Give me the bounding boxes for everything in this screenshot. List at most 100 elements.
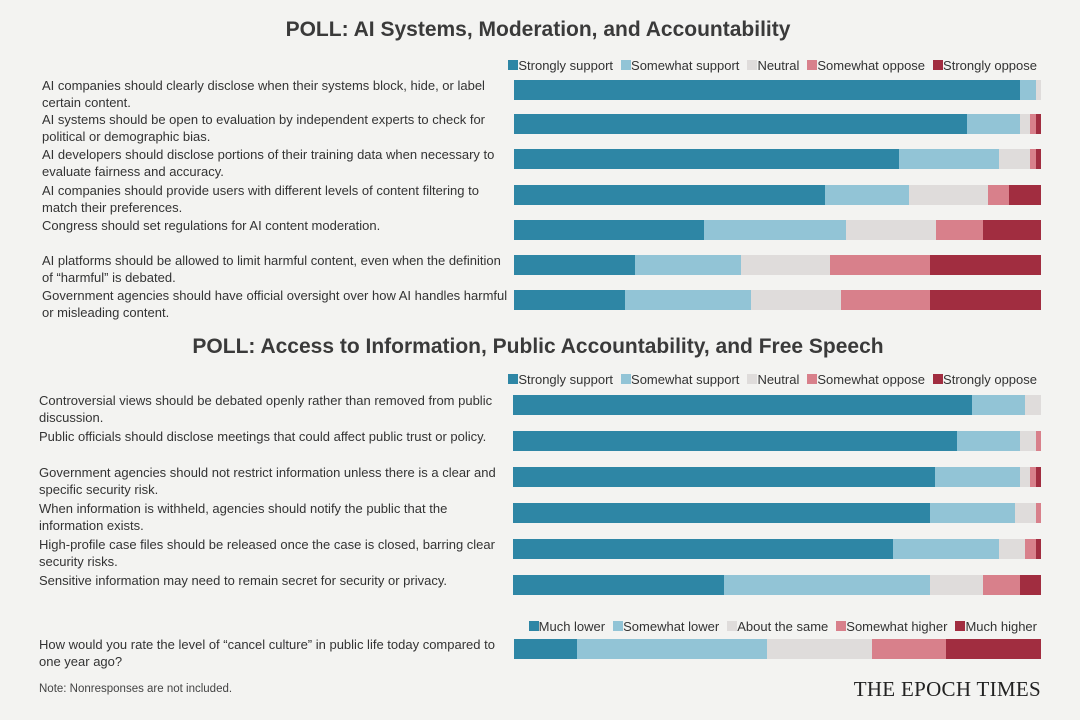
legend-swatch	[836, 621, 847, 631]
bar-segment	[1019, 431, 1036, 451]
legend-item: Somewhat oppose	[807, 372, 925, 387]
bar-segment	[930, 255, 1041, 275]
bar-segment	[846, 220, 936, 240]
legend-swatch	[508, 60, 519, 70]
bar-segment	[1019, 575, 1041, 595]
legend-label: Somewhat lower	[623, 619, 720, 634]
bar-segment	[1014, 503, 1036, 523]
legend-swatch	[807, 60, 818, 70]
bar-segment	[1025, 395, 1041, 415]
bar-segment	[513, 503, 931, 523]
legend-item: Strongly oppose	[933, 372, 1037, 387]
legend-item: Much higher	[955, 619, 1037, 634]
bar-segment	[1030, 467, 1036, 487]
bar-segment	[1035, 467, 1041, 487]
bar-segment	[988, 185, 1010, 205]
category-label: Government agencies should not restrict …	[39, 465, 496, 497]
bar-segment	[1035, 114, 1041, 134]
legend-label: About the same	[737, 619, 829, 634]
category-label: High-profile case files should be releas…	[39, 537, 495, 569]
legend-swatch	[807, 374, 818, 384]
bar-segment	[635, 255, 741, 275]
legend-label: Somewhat support	[631, 58, 740, 73]
bar-segment	[1019, 467, 1031, 487]
bar-segment	[872, 639, 947, 659]
bar-segment	[514, 80, 1020, 100]
chart-title: POLL: AI Systems, Moderation, and Accoun…	[285, 18, 791, 41]
legend-label: Somewhat higher	[846, 619, 948, 634]
bar-segment	[956, 431, 1020, 451]
bar-segment	[577, 639, 767, 659]
legend-swatch	[955, 621, 966, 631]
legend-label: Strongly oppose	[943, 58, 1037, 73]
legend-swatch	[621, 374, 632, 384]
category-label: AI platforms should be allowed to limit …	[42, 253, 501, 285]
bar-segment	[935, 467, 1020, 487]
bar-segment	[1035, 149, 1041, 169]
bar-segment	[1009, 185, 1041, 205]
bar-segment	[893, 539, 999, 559]
legend-label: Much higher	[965, 619, 1037, 634]
chart-title: POLL: Access to Information, Public Acco…	[192, 335, 884, 358]
legend-label: Somewhat oppose	[817, 372, 926, 387]
legend-item: Somewhat support	[621, 372, 739, 387]
legend-item: Strongly support	[508, 372, 613, 387]
bar-segment	[930, 503, 1015, 523]
bar-segment	[930, 575, 983, 595]
bar-segment	[1035, 539, 1041, 559]
legend-label: Somewhat support	[631, 372, 740, 387]
bar-segment	[513, 431, 957, 451]
category-label: Controversial views should be debated op…	[39, 393, 493, 425]
bar-segment	[824, 185, 910, 205]
bar-segment	[513, 395, 973, 415]
bar-segment	[766, 639, 873, 659]
bar-segment	[972, 395, 1026, 415]
brand-logo: THE EPOCH TIMES	[853, 677, 1041, 701]
legend-item: Somewhat lower	[613, 619, 719, 634]
category-label: Congress should set regulations for AI c…	[42, 218, 381, 233]
legend-label: Neutral	[757, 58, 800, 73]
bar-segment	[513, 467, 936, 487]
bar-segment	[514, 185, 825, 205]
legend-item: Somewhat higher	[836, 619, 947, 634]
category-label: How would you rate the level of “cancel …	[39, 637, 495, 669]
bar-segment	[514, 114, 968, 134]
legend-item: Strongly oppose	[933, 58, 1037, 73]
category-label: Sensitive information may need to remain…	[39, 573, 447, 588]
legend: Strongly support Somewhat support Neutral S…	[508, 372, 1037, 387]
bar-segment	[946, 639, 1041, 659]
legend: Strongly support Somewhat support Neutral S…	[508, 58, 1037, 73]
legend-item: Neutral	[747, 372, 799, 387]
bar-segment	[1035, 431, 1041, 451]
bar-segment	[898, 149, 999, 169]
bar-segment	[983, 220, 1041, 240]
category-label: AI systems should be open to evaluation …	[42, 112, 485, 144]
bar-segment	[1030, 149, 1036, 169]
legend-item: Neutral	[747, 58, 799, 73]
category-label: AI companies should provide users with d…	[42, 183, 479, 215]
legend-swatch	[727, 621, 738, 631]
legend-swatch	[528, 621, 539, 631]
category-label: Public officials should disclose meeting…	[39, 429, 487, 444]
bar-segment	[514, 149, 899, 169]
legend-item: Strongly support	[508, 58, 613, 73]
legend: Much lower Somewhat lower About the same So…	[528, 619, 1037, 634]
bar-segment	[1019, 80, 1036, 100]
legend-swatch	[613, 621, 624, 631]
legend-label: Strongly oppose	[943, 372, 1037, 387]
bar-segment	[703, 220, 846, 240]
bar-segment	[830, 255, 931, 275]
bar-segment	[740, 255, 831, 275]
bar-segment	[624, 290, 752, 310]
bar-segment	[967, 114, 1020, 134]
legend-swatch	[621, 60, 632, 70]
bar-segment	[513, 575, 725, 595]
legend-label: Strongly support	[518, 58, 614, 73]
bar-segment	[840, 290, 931, 310]
category-label: AI companies should clearly disclose whe…	[42, 78, 485, 110]
bar-segment	[935, 220, 984, 240]
legend-swatch	[933, 60, 944, 70]
legend-swatch	[747, 60, 758, 70]
footnote: Note: Nonresponses are not included.	[39, 683, 233, 695]
